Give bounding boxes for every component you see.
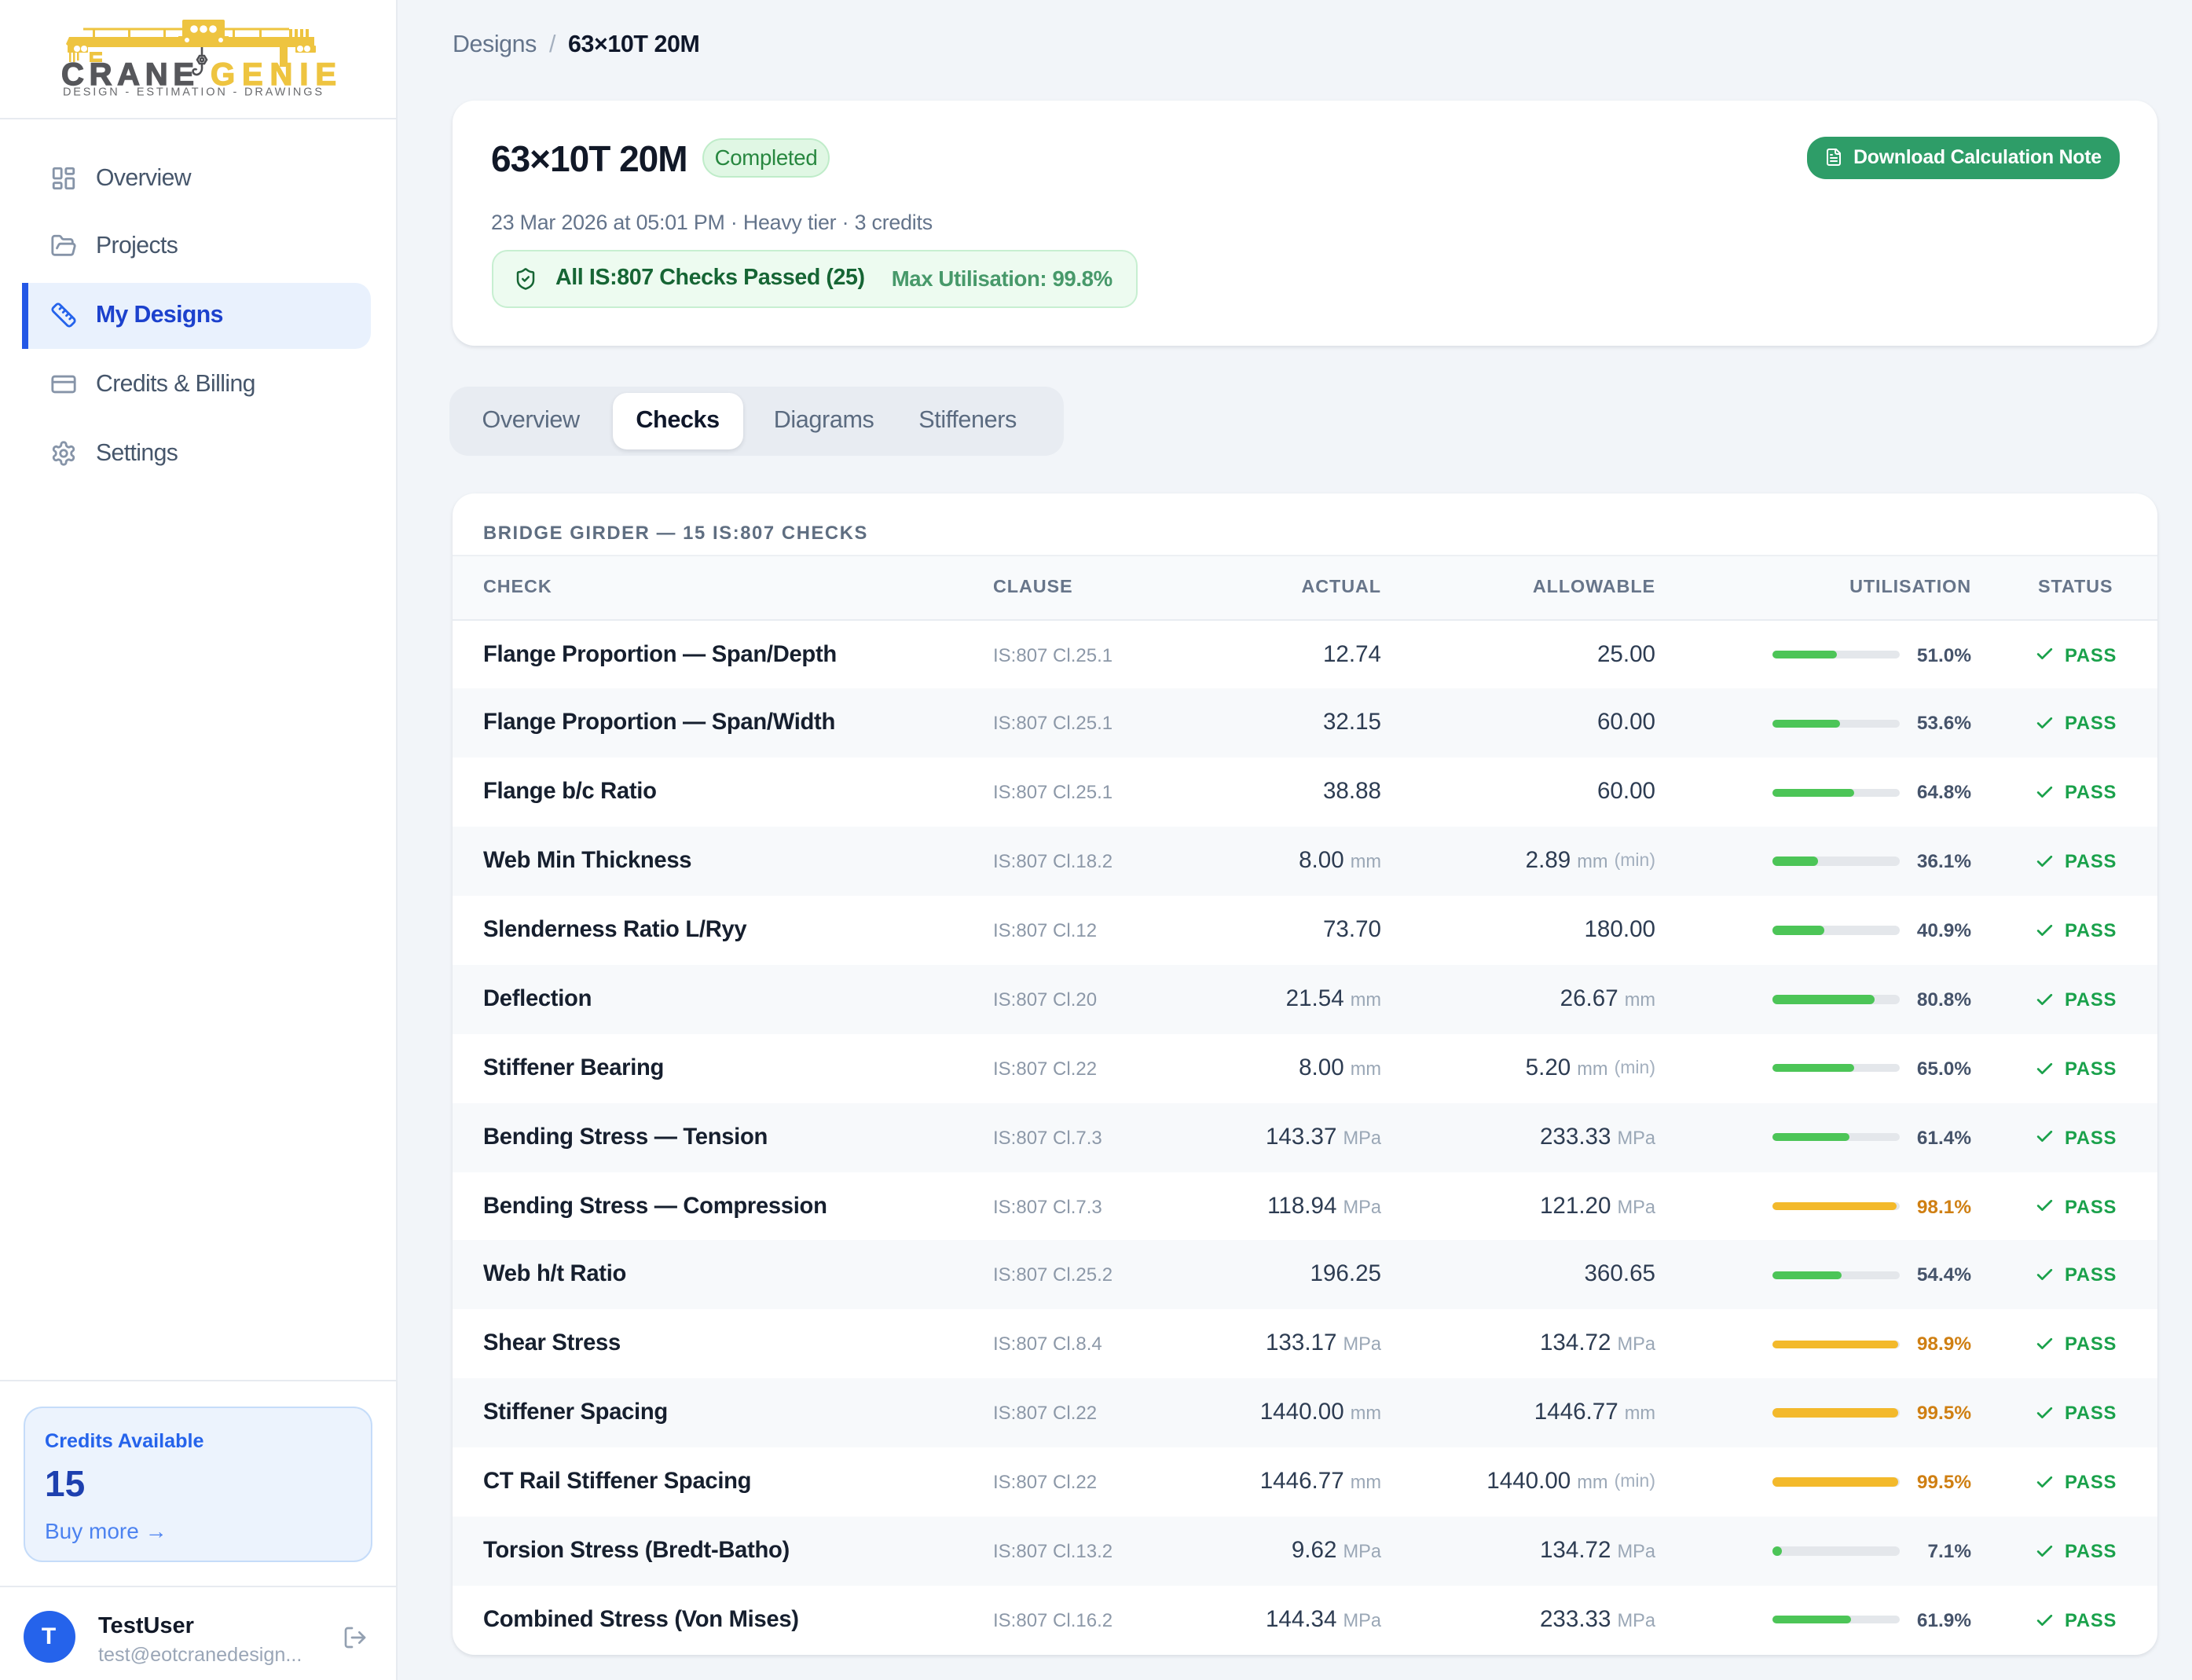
svg-text:DESIGN - ESTIMATION - DRAWINGS: DESIGN - ESTIMATION - DRAWINGS bbox=[63, 86, 322, 98]
svg-text:GENIE: GENIE bbox=[211, 57, 336, 92]
